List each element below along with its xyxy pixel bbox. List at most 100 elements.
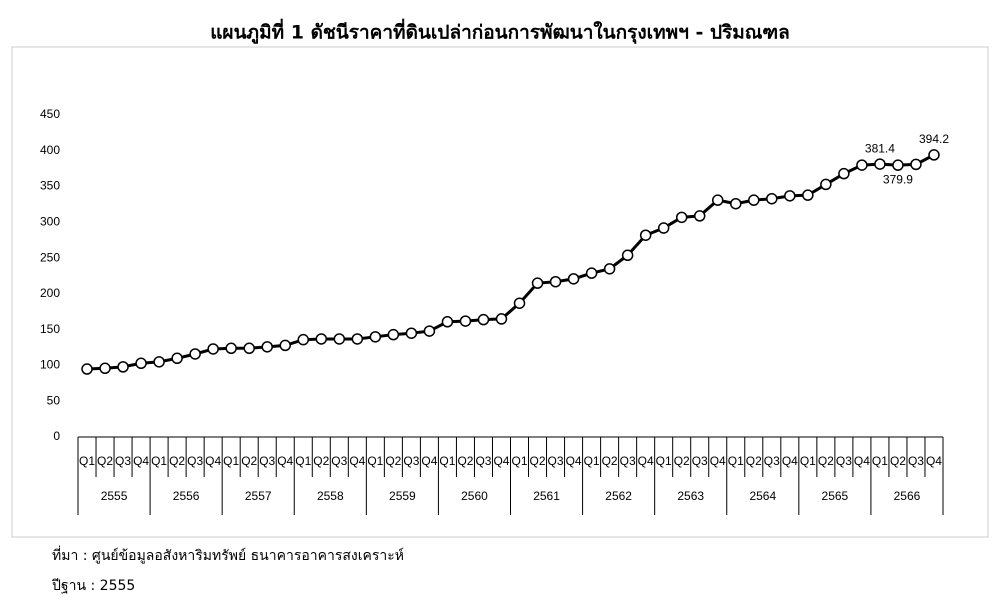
chart-frame (11, 46, 989, 538)
y-tick-label: 150 (40, 322, 60, 336)
data-point (297, 333, 310, 346)
x-tick-label: Q1 (79, 454, 95, 468)
x-group-label: 2561 (533, 489, 560, 503)
x-tick-label: Q1 (439, 454, 455, 468)
data-point (207, 343, 219, 355)
y-tick-label: 300 (40, 215, 60, 229)
x-tick-label: Q2 (746, 454, 762, 468)
data-point (99, 362, 111, 375)
x-tick-label: Q4 (349, 454, 365, 468)
x-group-label: 2560 (461, 489, 488, 503)
data-point (315, 333, 328, 345)
data-label: 379.9 (883, 172, 913, 186)
y-tick-label: 50 (47, 393, 61, 407)
data-point (189, 348, 201, 360)
data-point (892, 159, 904, 171)
data-point (81, 363, 93, 375)
x-group-label: 2557 (245, 489, 272, 503)
x-tick-label: Q2 (457, 454, 473, 468)
x-group-label: 2555 (101, 489, 128, 503)
x-tick-label: Q4 (566, 454, 582, 468)
x-tick-label: Q1 (584, 454, 600, 468)
x-group-label: 2558 (317, 489, 344, 503)
data-point (369, 331, 382, 343)
x-tick-label: Q4 (493, 454, 509, 468)
data-point (279, 339, 291, 352)
data-point (153, 356, 165, 368)
y-tick-label: 350 (40, 179, 60, 193)
data-point (748, 194, 760, 206)
x-tick-label: Q2 (169, 454, 185, 468)
x-tick-label: Q3 (764, 454, 780, 468)
data-point (441, 316, 454, 328)
data-point (405, 327, 418, 339)
x-tick-label: Q1 (656, 454, 672, 468)
y-tick-label: 100 (40, 358, 60, 372)
data-point (856, 159, 868, 171)
data-point (261, 341, 273, 353)
data-label: 394.2 (919, 132, 949, 146)
x-tick-label: Q3 (548, 454, 564, 468)
x-tick-label: Q3 (620, 454, 636, 468)
x-tick-label: Q2 (530, 454, 546, 468)
y-tick-label: 250 (40, 250, 60, 264)
x-tick-label: Q3 (259, 454, 275, 468)
data-point (838, 167, 850, 180)
data-point (459, 315, 472, 327)
x-tick-label: Q1 (223, 454, 239, 468)
data-point (784, 190, 796, 202)
x-tick-label: Q4 (421, 454, 437, 468)
x-tick-label: Q1 (512, 454, 528, 468)
x-tick-label: Q3 (187, 454, 203, 468)
data-point (675, 211, 688, 224)
data-point (820, 178, 832, 191)
data-point (657, 222, 670, 234)
data-point (730, 197, 742, 210)
y-tick-label: 450 (40, 107, 60, 121)
x-tick-label: Q2 (674, 454, 690, 468)
data-point (585, 267, 598, 279)
data-point (495, 313, 508, 325)
x-group-label: 2566 (894, 489, 921, 503)
data-point (477, 313, 490, 326)
x-tick-label: Q4 (782, 454, 798, 468)
x-tick-label: Q3 (475, 454, 491, 468)
data-point (171, 352, 183, 365)
x-group-label: 2564 (749, 489, 776, 503)
data-point (711, 194, 724, 206)
x-tick-label: Q1 (151, 454, 167, 468)
x-tick-label: Q3 (836, 454, 852, 468)
data-point (135, 357, 147, 370)
data-point (513, 297, 526, 309)
data-point (603, 263, 616, 275)
data-point (333, 333, 346, 345)
data-point (243, 342, 255, 355)
x-group-label: 2556 (173, 489, 200, 503)
data-point (874, 158, 886, 170)
data-point (567, 273, 580, 285)
y-tick-label: 0 (53, 429, 60, 443)
x-tick-label: Q1 (728, 454, 744, 468)
data-point (910, 158, 922, 171)
y-tick-label: 400 (40, 143, 60, 157)
x-tick-label: Q4 (133, 454, 149, 468)
x-group-label: 2562 (605, 489, 632, 503)
x-tick-label: Q4 (205, 454, 221, 468)
chart: แผนภูมิที่ 1 ดัชนีราคาที่ดินเปล่าก่อนการ… (11, 19, 989, 538)
data-point (928, 149, 940, 161)
x-tick-label: Q2 (97, 454, 113, 468)
x-tick-label: Q1 (872, 454, 888, 468)
x-tick-label: Q1 (295, 454, 311, 468)
data-point (423, 325, 436, 337)
data-point (225, 342, 237, 355)
x-tick-label: Q2 (313, 454, 329, 468)
data-point (117, 361, 129, 373)
x-tick-label: Q4 (277, 454, 293, 468)
x-tick-label: Q4 (638, 454, 654, 468)
data-point (766, 192, 778, 205)
x-tick-label: Q4 (710, 454, 726, 468)
x-tick-label: Q2 (385, 454, 401, 468)
data-point (387, 328, 400, 341)
data-point (693, 210, 706, 222)
